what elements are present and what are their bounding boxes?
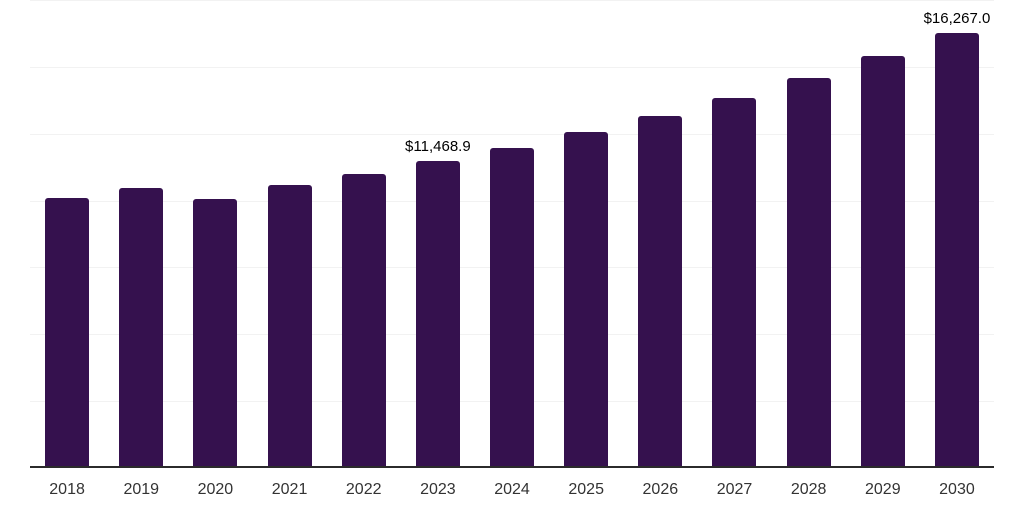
x-tick-label: 2029 (865, 481, 901, 498)
bar-slot (772, 0, 846, 468)
x-tick-label: 2021 (271, 481, 308, 498)
x-tick-label: 2020 (197, 481, 234, 498)
bar (490, 148, 535, 468)
x-tick-label: 2018 (49, 481, 85, 498)
bar-slot (327, 0, 401, 468)
bar-value-label: $16,267.0 (923, 9, 991, 27)
bar (934, 32, 979, 468)
bar-slot: $16,267.0 (920, 0, 994, 468)
bar-value-label: $11,468.9 (405, 138, 471, 156)
gridline (30, 133, 994, 135)
bar-slot (697, 0, 771, 468)
bar-slot (549, 0, 623, 468)
bar-slot (623, 0, 697, 468)
gridline (30, 66, 994, 68)
x-tick-label: 2019 (123, 481, 160, 498)
bar (341, 174, 386, 468)
bar-slot (252, 0, 326, 468)
bar (860, 56, 905, 468)
bars-container: $11,468.9 $16,267.0 (30, 0, 994, 468)
bar-slot: $11,468.9 (401, 0, 475, 468)
bar-slot (846, 0, 920, 468)
x-tick-label: 2024 (494, 481, 530, 498)
plot-area: $11,468.9 $16,267.0 (30, 0, 994, 468)
bar-slot (30, 0, 104, 468)
bar (267, 185, 312, 468)
bar (119, 188, 164, 468)
bar (712, 98, 757, 468)
x-tick-label: 2026 (642, 481, 679, 498)
bar (638, 116, 683, 468)
bar-slot (178, 0, 252, 468)
x-axis-labels: 2018 2019 2020 2021 2022 2023 2024 2025 2026 2027… (30, 468, 994, 512)
x-tick-label: 2030 (939, 481, 975, 498)
bar (564, 132, 609, 468)
bar-slot (104, 0, 178, 468)
x-tick-label: 2023 (420, 481, 456, 498)
gridline (30, 0, 994, 1)
bar (415, 161, 460, 468)
bar (45, 198, 90, 468)
x-axis-line (30, 466, 994, 468)
x-tick-label: 2022 (345, 481, 382, 498)
x-tick-label: 2027 (716, 481, 753, 498)
bar (193, 198, 238, 468)
bar (786, 78, 831, 468)
bar-slot (475, 0, 549, 468)
x-tick-label: 2025 (568, 481, 604, 498)
x-tick-label: 2028 (790, 481, 827, 498)
